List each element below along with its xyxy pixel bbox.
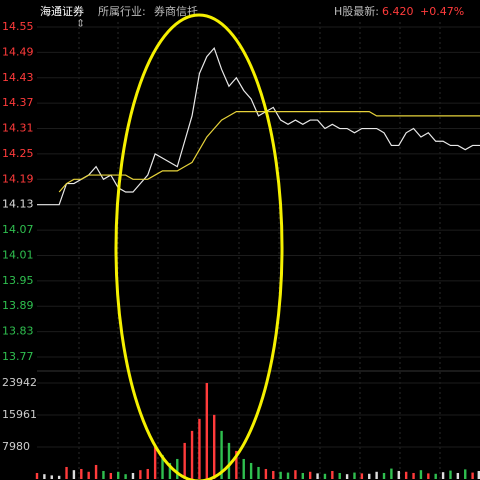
volume-bar — [131, 472, 135, 479]
volume-bar — [249, 462, 253, 479]
volume-bar — [375, 471, 378, 479]
volume-bar — [338, 472, 341, 479]
volume-bar — [449, 470, 452, 479]
volume-bar — [94, 464, 98, 479]
volume-bar — [235, 450, 238, 479]
volume-bar — [242, 458, 245, 479]
volume-bar — [441, 472, 445, 479]
line-average — [58, 111, 480, 193]
volume-bar — [227, 442, 231, 479]
volume-bar — [419, 470, 423, 479]
h-share-label: H股最新: — [334, 4, 379, 18]
volume-bar — [471, 472, 474, 479]
volume-bar — [57, 475, 61, 479]
y-tick-label: 14.25 — [2, 147, 34, 160]
line-price — [37, 46, 480, 206]
volume-bar — [279, 471, 282, 479]
volume-bar — [124, 474, 127, 479]
volume-bar — [397, 470, 400, 479]
volume-bar — [456, 472, 460, 479]
volume-bar — [72, 470, 76, 479]
volume-bar — [264, 468, 268, 479]
volume-bar — [412, 472, 415, 479]
volume-bar — [353, 472, 356, 479]
y-tick-label: 14.01 — [2, 248, 34, 261]
h-share-change: +0.47% — [420, 5, 464, 18]
volume-bar — [117, 471, 120, 479]
volume-bar — [102, 470, 105, 479]
y-tick-label: 7980 — [2, 440, 30, 453]
y-tick-label: 14.31 — [2, 122, 34, 135]
highlight-ellipse — [114, 13, 284, 480]
volume-bar — [368, 473, 371, 479]
stock-name: 海通证券 — [40, 4, 84, 18]
y-tick-label: 13.95 — [2, 274, 34, 287]
y-tick-label: 14.13 — [2, 198, 34, 211]
y-tick-label: 14.37 — [2, 96, 34, 109]
h-share-price: 6.420 — [382, 5, 414, 18]
y-tick-label: 13.89 — [2, 299, 34, 312]
volume-bar — [183, 442, 186, 479]
volume-bar — [257, 466, 260, 479]
volume-bar — [190, 430, 194, 479]
volume-bar — [360, 473, 364, 479]
volume-bar — [390, 468, 393, 479]
volume-bar — [323, 473, 327, 479]
volume-bar — [272, 470, 275, 479]
y-tick-label: 14.43 — [2, 71, 34, 84]
volume-bar — [176, 458, 179, 479]
volume-bar — [205, 383, 209, 479]
volume-bar — [80, 468, 83, 479]
volume-bar — [50, 475, 53, 479]
volume-bar — [43, 474, 46, 479]
volume-bar — [146, 468, 149, 479]
volume-bar — [87, 471, 90, 479]
volume-bar — [168, 462, 172, 479]
volume-bar — [153, 446, 157, 479]
volume-bar — [301, 472, 304, 479]
volume-bar — [308, 471, 312, 479]
industry-label: 所属行业: — [98, 5, 146, 18]
y-tick-label: 13.77 — [2, 350, 34, 363]
volume-bar — [35, 472, 39, 479]
y-tick-label: 14.19 — [2, 172, 34, 185]
volume-bar — [65, 466, 68, 479]
volume-bar — [331, 470, 334, 479]
y-tick-label: 15961 — [2, 408, 37, 421]
vertical-grid — [78, 22, 441, 480]
industry: 券商信托 — [154, 4, 198, 18]
volume-bar — [139, 470, 142, 479]
volume-bar — [213, 414, 216, 479]
volume-bar — [286, 472, 290, 479]
volume-bar — [464, 469, 467, 479]
volume-bar — [294, 470, 297, 479]
volume-bar — [427, 473, 430, 479]
volume-bar — [477, 470, 480, 479]
y-tick-label: 13.83 — [2, 325, 34, 338]
volume-bar — [382, 472, 386, 479]
y-tick-label: 14.49 — [2, 45, 34, 58]
volume-bar — [198, 418, 201, 479]
volume-bar — [345, 474, 349, 479]
volume-bar — [316, 473, 319, 479]
volume-bar — [404, 471, 408, 479]
volume-bar — [220, 430, 223, 479]
volume-bar — [161, 454, 164, 479]
toggle-icon: ⇕ — [76, 17, 85, 30]
y-tick-label: 14.07 — [2, 223, 34, 236]
volume-bar — [434, 473, 437, 479]
volume-bar — [109, 472, 113, 479]
y-tick-label: 14.55 — [2, 20, 34, 33]
y-tick-label: 23942 — [2, 376, 37, 389]
